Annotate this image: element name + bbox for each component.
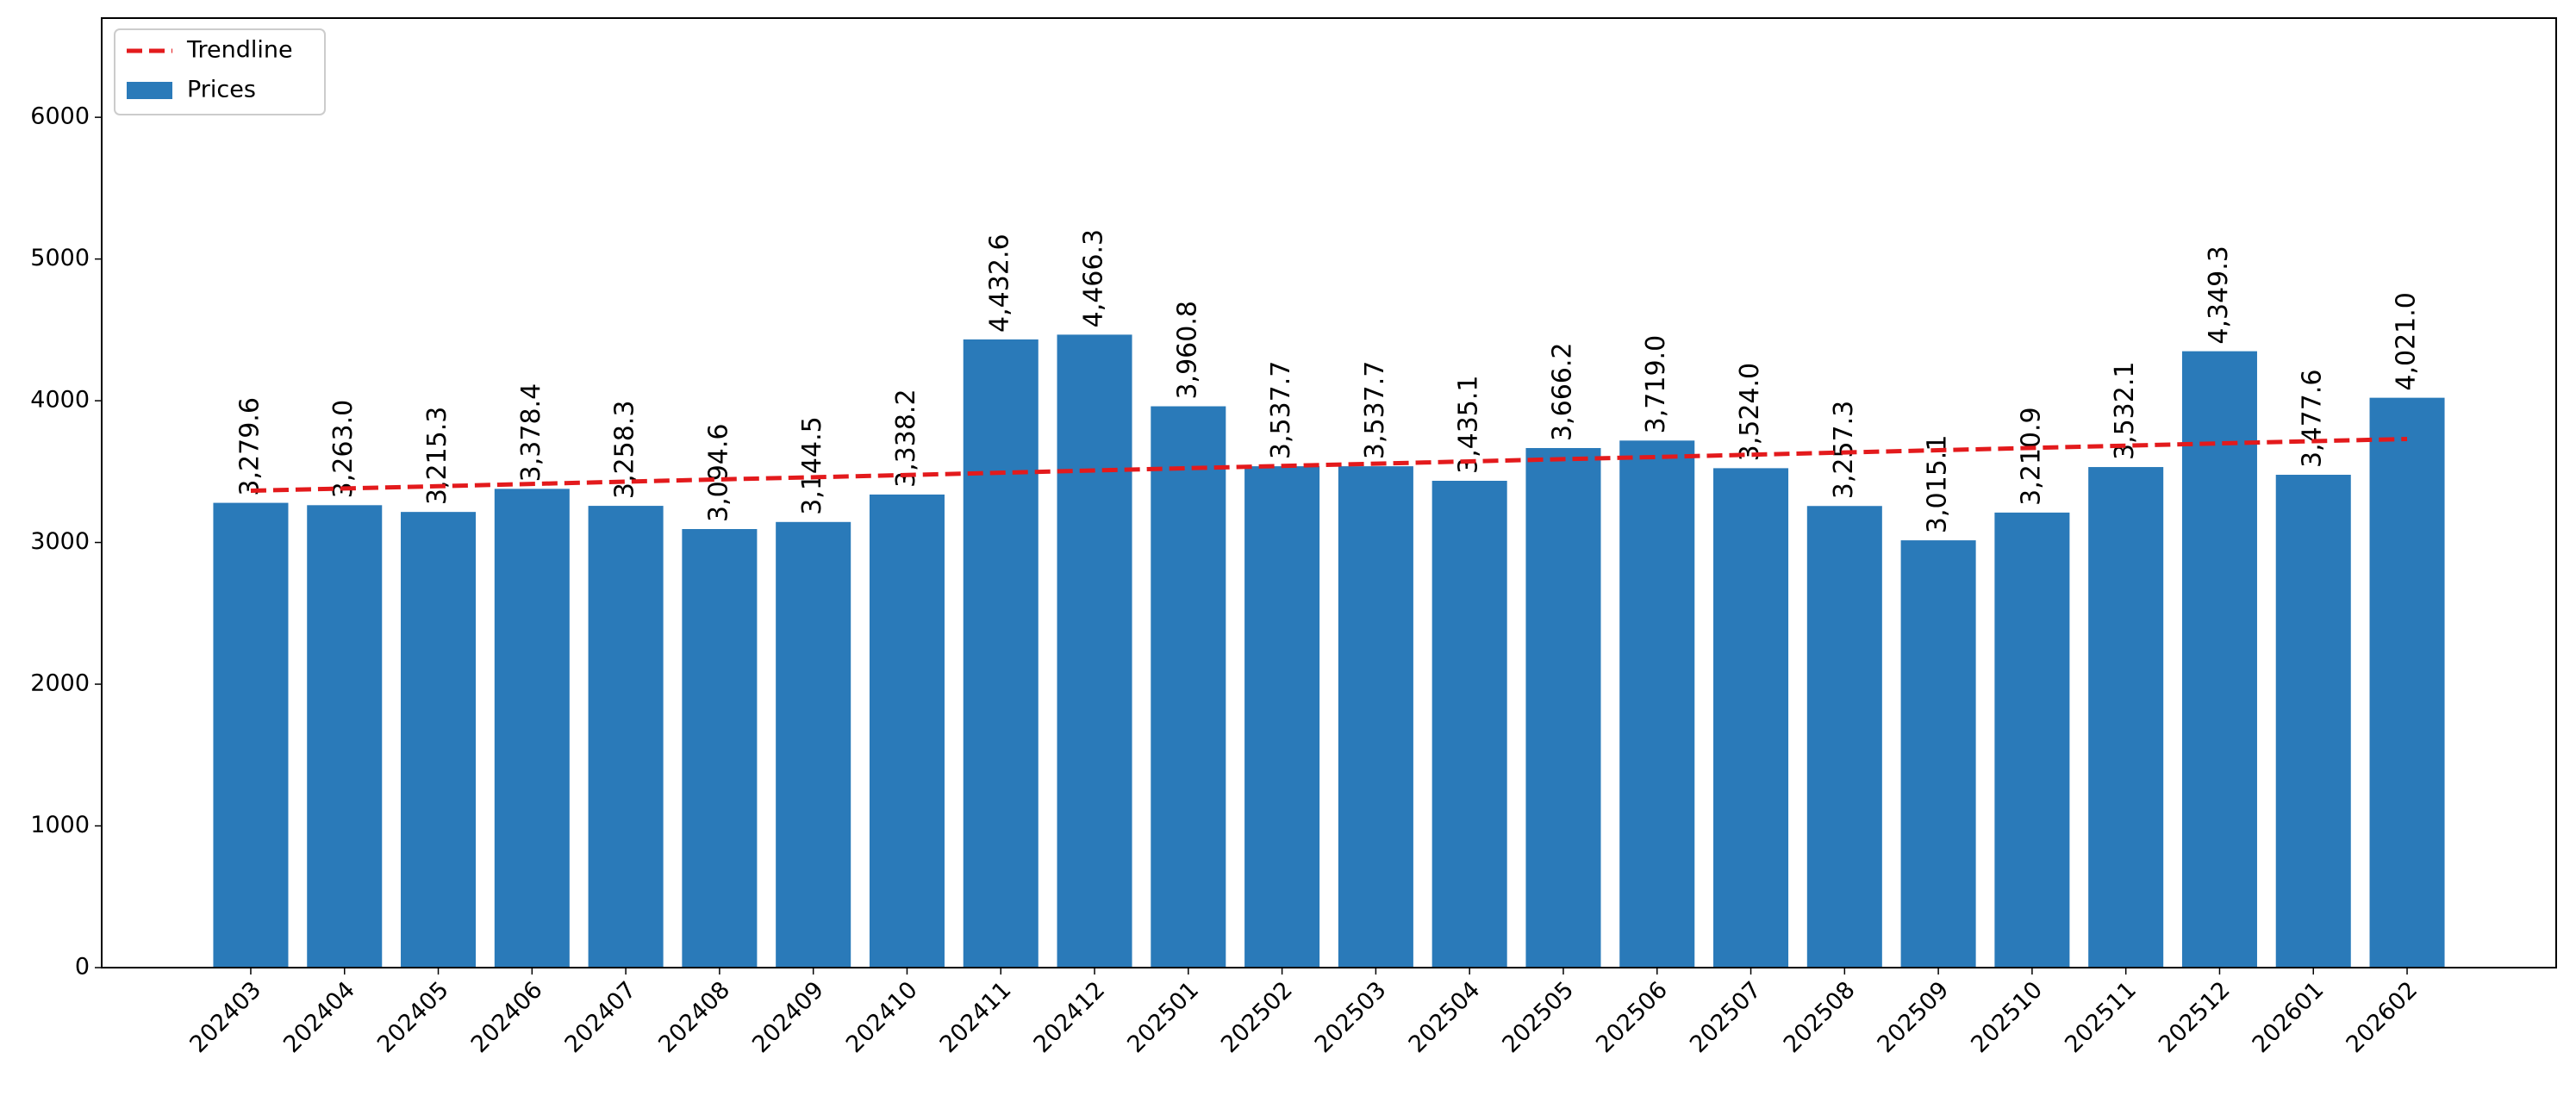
value-label: 4,466.3 (1079, 229, 1109, 328)
x-tick-label: 202408 (653, 976, 735, 1058)
value-label: 4,432.6 (985, 234, 1015, 333)
bar (682, 529, 758, 968)
value-label: 3,215.3 (422, 407, 452, 506)
y-tick-label: 5000 (30, 245, 90, 271)
x-tick-label: 202501 (1122, 976, 1204, 1058)
bar (1713, 468, 1789, 968)
value-label: 3,960.8 (1172, 301, 1202, 400)
value-label: 3,666.2 (1547, 342, 1577, 441)
value-label: 3,258.3 (610, 401, 640, 500)
x-tick-label: 202602 (2341, 976, 2423, 1058)
bar (1619, 440, 1695, 968)
value-label: 3,257.3 (1829, 401, 1859, 500)
x-tick-label: 202409 (747, 976, 829, 1058)
value-label: 3,524.0 (1735, 363, 1765, 462)
bar (2369, 397, 2445, 968)
bar (2088, 467, 2164, 968)
x-tick-label: 202410 (841, 976, 923, 1058)
x-tick-label: 202509 (1873, 976, 1955, 1058)
bar (2275, 475, 2351, 968)
y-tick-label: 0 (75, 954, 90, 981)
value-label: 4,021.0 (2392, 292, 2422, 391)
x-tick-label: 202403 (184, 976, 266, 1058)
value-label: 3,477.6 (2298, 369, 2328, 468)
bar (1338, 466, 1413, 968)
bar (588, 506, 664, 968)
bar (307, 505, 383, 968)
value-label: 3,537.7 (1266, 361, 1296, 460)
y-tick-label: 2000 (30, 670, 90, 697)
value-label: 3,144.5 (797, 416, 827, 515)
value-label: 3,279.6 (234, 397, 265, 496)
x-tick-label: 202504 (1404, 976, 1486, 1058)
bar (1900, 540, 1976, 968)
legend-label: Trendline (186, 37, 293, 64)
bar (1994, 512, 2070, 968)
bar (401, 512, 477, 968)
x-tick-label: 202511 (2060, 976, 2142, 1058)
y-tick-label: 6000 (30, 103, 90, 130)
bar (1431, 481, 1507, 968)
bar (1806, 506, 1882, 968)
value-label: 4,349.3 (2204, 246, 2234, 345)
plot-frame (101, 17, 2557, 968)
x-tick-label: 202510 (1966, 976, 2048, 1058)
bar (1057, 334, 1132, 968)
x-tick-label: 202404 (278, 976, 360, 1058)
x-tick-label: 202505 (1497, 976, 1579, 1058)
y-tick-label: 3000 (30, 528, 90, 555)
bar (1244, 466, 1320, 968)
value-label: 3,263.0 (328, 400, 359, 499)
value-label: 3,719.0 (1641, 335, 1671, 434)
value-label: 3,378.4 (516, 383, 546, 483)
x-tick-label: 202411 (935, 976, 1017, 1058)
x-tick-label: 202506 (1591, 976, 1673, 1058)
bar (776, 521, 851, 968)
bar (494, 489, 570, 968)
x-tick-label: 202601 (2248, 976, 2330, 1058)
x-tick-label: 202507 (1685, 976, 1767, 1058)
y-tick-label: 1000 (30, 812, 90, 838)
legend-swatch (127, 82, 172, 99)
legend: Trendline Prices (114, 28, 326, 115)
x-tick-label: 202406 (466, 976, 548, 1058)
bar (1151, 406, 1226, 968)
x-tick-label: 202412 (1028, 976, 1110, 1058)
bar (1525, 447, 1601, 968)
bar (869, 494, 945, 968)
bar (2181, 351, 2257, 968)
value-label: 3,338.2 (891, 389, 921, 488)
trendline (250, 436, 2408, 494)
x-tick-label: 202512 (2154, 976, 2236, 1058)
x-tick-label: 202503 (1310, 976, 1392, 1058)
y-tick-label: 4000 (30, 387, 90, 414)
value-label: 3,435.1 (1454, 375, 1484, 474)
x-tick-label: 202405 (372, 976, 454, 1058)
bar (963, 339, 1039, 968)
x-tick-label: 202508 (1779, 976, 1861, 1058)
bar (213, 502, 289, 968)
value-label: 3,210.9 (2016, 407, 2046, 506)
legend-label: Prices (187, 77, 256, 103)
x-tick-label: 202502 (1216, 976, 1298, 1058)
value-label: 3,537.7 (1360, 361, 1390, 460)
x-tick-label: 202407 (560, 976, 642, 1058)
value-label: 3,094.6 (703, 423, 733, 522)
